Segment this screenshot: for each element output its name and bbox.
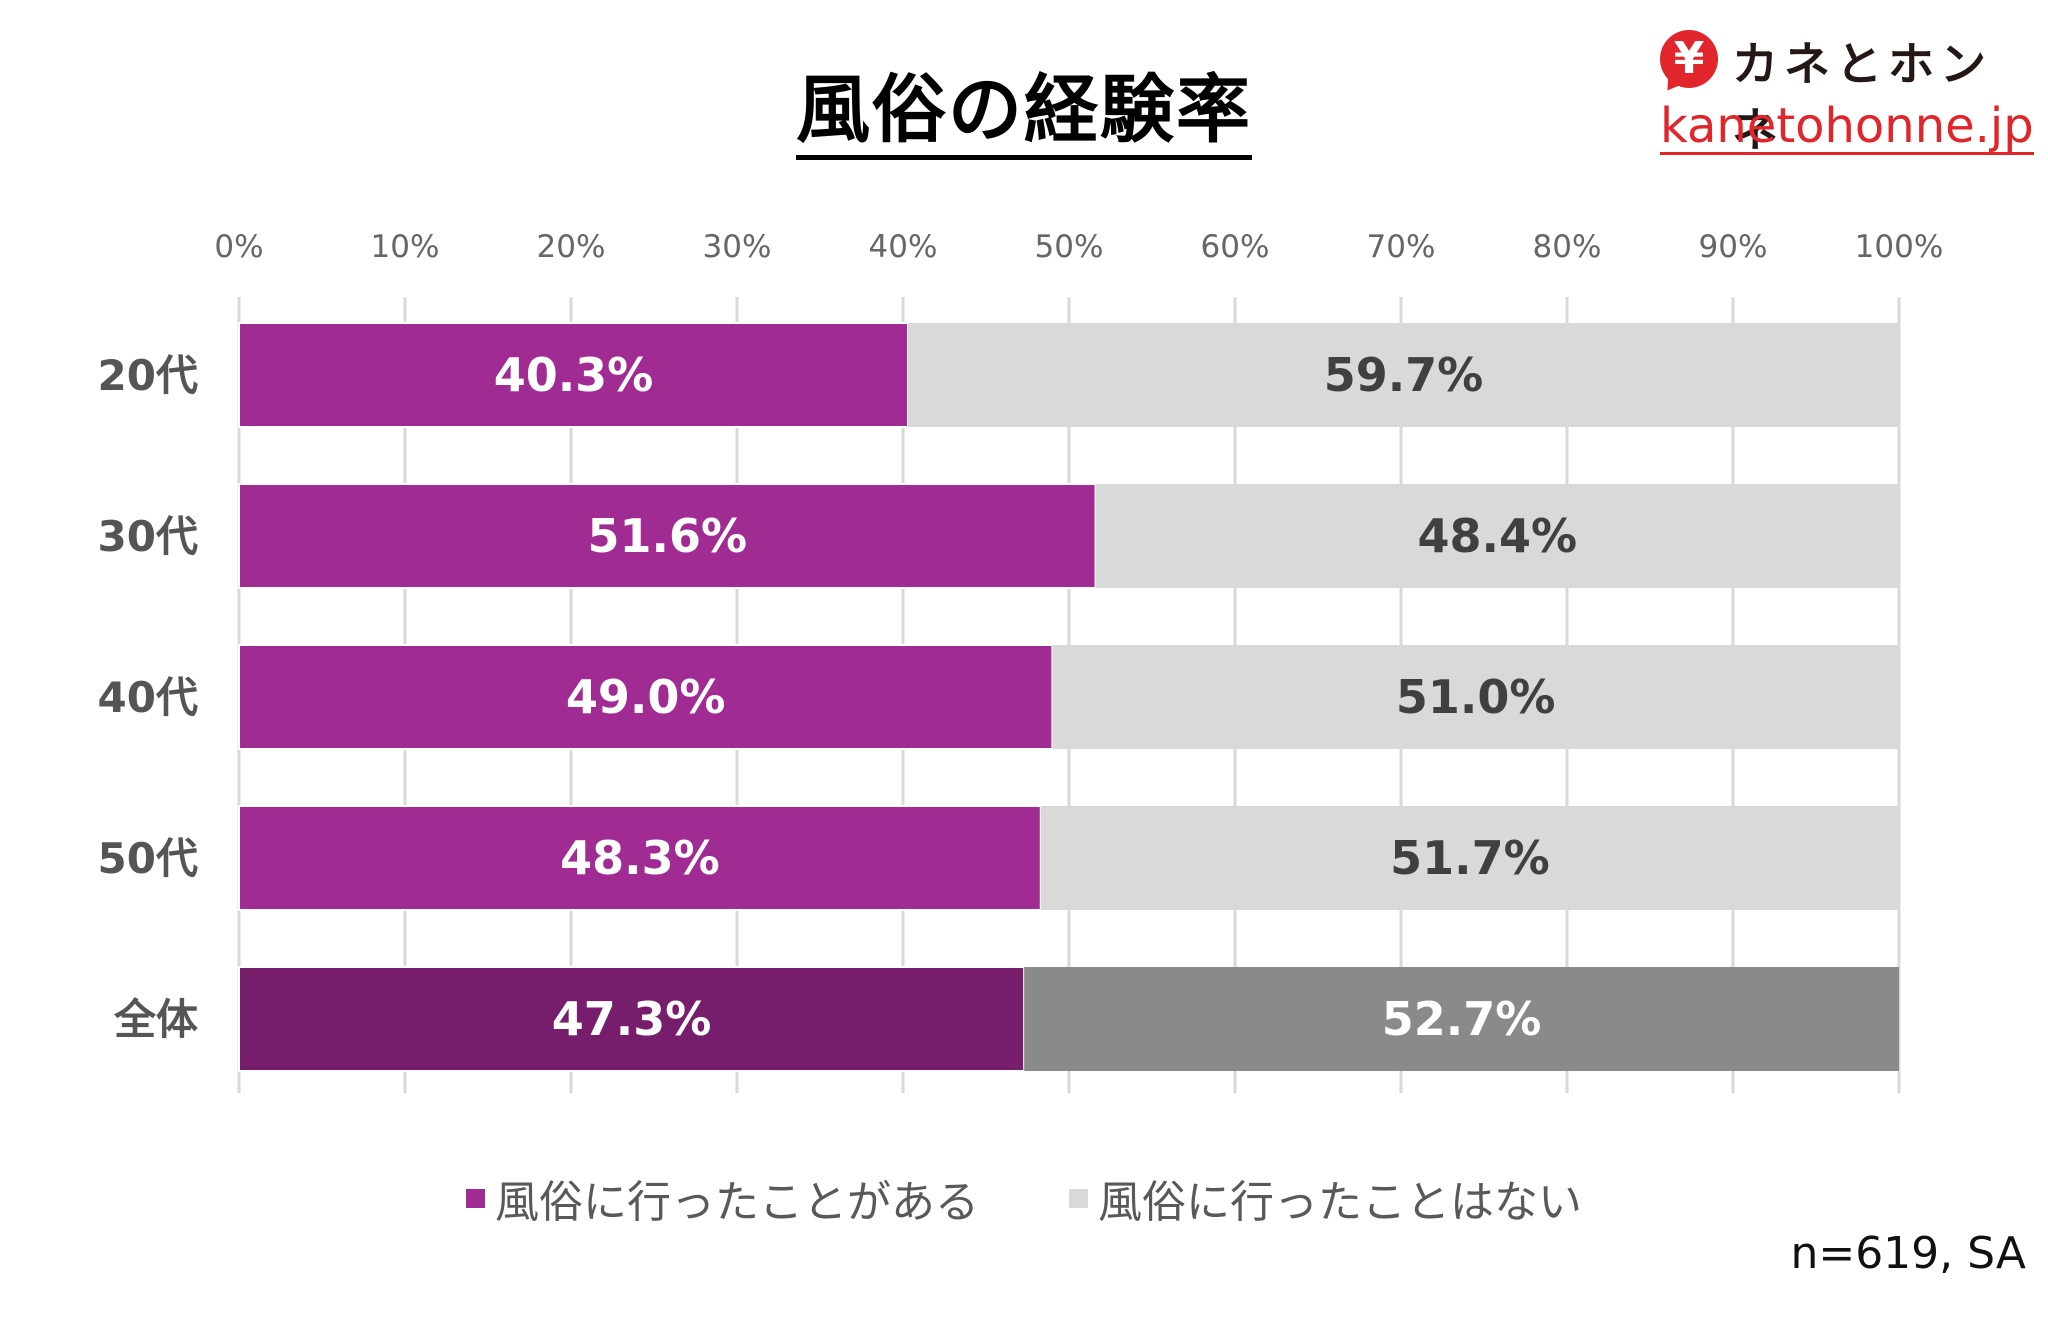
data-label: 59.7%	[1324, 348, 1484, 402]
category-label: 30代	[98, 512, 198, 561]
bar-experienced	[238, 322, 909, 428]
brand-url-link[interactable]: kanetohonne.jp	[1660, 98, 2034, 155]
legend-item-experienced[interactable]: 風俗に行ったことがある	[466, 1166, 979, 1230]
bar-not-experienced	[907, 323, 1899, 427]
data-label: 51.6%	[587, 509, 747, 563]
bar-experienced	[238, 644, 1054, 750]
x-tick-label: 80%	[1533, 229, 1602, 265]
bars	[238, 322, 1899, 1072]
chart-title-text: 風俗の経験率	[796, 67, 1252, 160]
x-tick-label: 50%	[1035, 229, 1104, 265]
category-label: 20代	[98, 351, 198, 400]
category-label: 40代	[98, 673, 198, 722]
x-tick-label: 20%	[537, 229, 606, 265]
data-label: 40.3%	[494, 348, 654, 402]
data-label: 49.0%	[566, 670, 726, 724]
legend-label-experienced: 風俗に行ったことがある	[495, 1177, 979, 1228]
data-label: 51.0%	[1396, 670, 1556, 724]
brand-name: カネとホンネ	[1732, 37, 1992, 157]
legend-swatch-experienced	[466, 1188, 485, 1208]
legend-item-not-experienced[interactable]: 風俗に行ったことはない	[1069, 1166, 1582, 1230]
brand-logo[interactable]: ¥ カネとホンネ kanetohonne.jp	[1658, 28, 2038, 158]
bar-experienced	[238, 805, 1042, 911]
x-tick-label: 10%	[371, 229, 440, 265]
bar-not-experienced	[1052, 645, 1899, 749]
data-label: 48.3%	[560, 831, 720, 885]
x-tick-label: 40%	[869, 229, 938, 265]
chart-title: 風俗の経験率	[0, 50, 2048, 160]
x-tick-label: 70%	[1367, 229, 1436, 265]
x-tick-label: 0%	[214, 229, 263, 265]
data-label: 47.3%	[552, 992, 712, 1046]
bar-experienced	[238, 483, 1097, 589]
legend: 風俗に行ったことがある 風俗に行ったことはない	[0, 1166, 2048, 1230]
sample-size-note: n=619, SA	[1790, 1228, 2026, 1279]
x-tick-label: 60%	[1201, 229, 1270, 265]
category-label: 50代	[98, 834, 198, 883]
data-label: 51.7%	[1390, 831, 1550, 885]
yen-speech-bubble-icon: ¥	[1660, 30, 1718, 88]
data-label: 52.7%	[1382, 992, 1542, 1046]
data-labels: 40.3% 59.7% 51.6% 48.4% 49.0% 51.0% 48.3% 51.7%…	[494, 348, 1577, 1046]
data-label: 48.4%	[1417, 509, 1577, 563]
bar-not-experienced	[1024, 967, 1899, 1071]
bar-experienced	[238, 966, 1026, 1072]
x-tick-label: 100%	[1855, 229, 1944, 265]
bar-not-experienced	[1040, 806, 1899, 910]
x-tick-label: 30%	[703, 229, 772, 265]
legend-label-not-experienced: 風俗に行ったことはない	[1098, 1177, 1582, 1228]
x-tick-label: 90%	[1699, 229, 1768, 265]
bar-not-experienced	[1095, 484, 1899, 588]
category-label: 全体	[113, 995, 198, 1044]
x-axis-ticks: 0% 10% 20% 30% 40% 50% 60% 70% 80% 90% 100%	[214, 229, 1943, 265]
legend-swatch-not-experienced	[1069, 1188, 1088, 1208]
